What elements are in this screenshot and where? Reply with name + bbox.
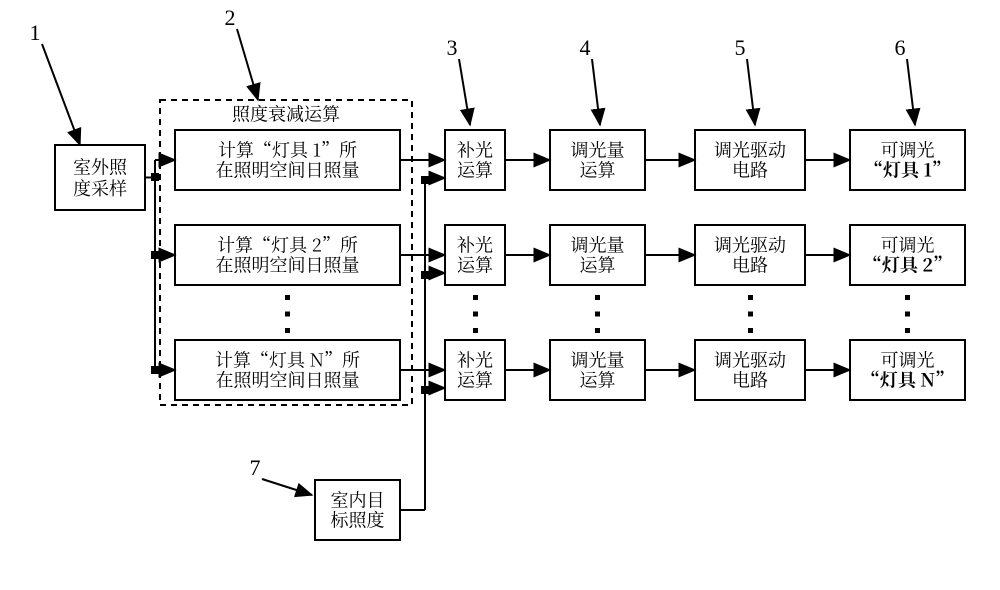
label-lbl4: 4 xyxy=(580,35,591,60)
box-b2a-line1: 在照明空间日照量 xyxy=(216,157,360,183)
box-b3a-line1: 运算 xyxy=(457,157,493,183)
box-b4a-line1: 运算 xyxy=(580,157,616,183)
vdots xyxy=(748,295,753,300)
label-arrow-lbl2 xyxy=(237,29,258,100)
label-lbl3: 3 xyxy=(447,35,458,60)
label-lbl1: 1 xyxy=(30,20,41,45)
box-b4b-line1: 运算 xyxy=(580,252,616,278)
vdots xyxy=(595,312,600,317)
junction xyxy=(151,173,159,181)
label-arrow-lbl6 xyxy=(907,59,915,125)
box-b3n-line1: 运算 xyxy=(457,367,493,393)
box-b7-line1: 标照度 xyxy=(331,507,385,533)
flowchart-diagram: 照度衰减运算室外照度采样计算“灯具 1”所在照明空间日照量计算“灯具 2”所在照… xyxy=(0,0,1000,590)
junction xyxy=(421,176,429,184)
vdots xyxy=(285,328,290,333)
vdots xyxy=(473,295,478,300)
vdots xyxy=(473,312,478,317)
vdots xyxy=(905,328,910,333)
vdots xyxy=(905,295,910,300)
label-arrow-lbl3 xyxy=(459,59,470,125)
box-b6n-line1: “灯具 N” xyxy=(862,367,953,393)
vdots xyxy=(595,295,600,300)
label-arrow-lbl4 xyxy=(592,59,600,125)
vdots xyxy=(473,328,478,333)
junction xyxy=(421,271,429,279)
vdots xyxy=(748,328,753,333)
box-b6b-line1: “灯具 2” xyxy=(864,252,951,278)
vdots xyxy=(748,312,753,317)
box-b3b-line1: 运算 xyxy=(457,252,493,278)
box-b4n-line1: 运算 xyxy=(580,367,616,393)
box-b5b-line1: 电路 xyxy=(732,252,768,278)
junction xyxy=(151,251,159,259)
vdots xyxy=(905,312,910,317)
box-b2b-line1: 在照明空间日照量 xyxy=(216,252,360,278)
label-arrow-lbl1 xyxy=(42,44,80,145)
group-title: 照度衰减运算 xyxy=(232,101,340,127)
junction xyxy=(151,366,159,374)
vdots xyxy=(285,295,290,300)
label-arrow-lbl5 xyxy=(747,59,755,125)
vdots xyxy=(595,328,600,333)
label-arrow-lbl7 xyxy=(262,479,312,495)
label-lbl2: 2 xyxy=(225,5,236,30)
junction xyxy=(421,386,429,394)
vdots xyxy=(285,312,290,317)
box-b5a-line1: 电路 xyxy=(732,157,768,183)
label-lbl7: 7 xyxy=(250,455,261,480)
box-b1-line1: 度采样 xyxy=(73,175,127,201)
box-b2n-line1: 在照明空间日照量 xyxy=(216,367,360,393)
box-b6a-line1: “灯具 1” xyxy=(865,157,950,183)
label-lbl6: 6 xyxy=(895,35,906,60)
label-lbl5: 5 xyxy=(735,35,746,60)
box-b5n-line1: 电路 xyxy=(732,367,768,393)
